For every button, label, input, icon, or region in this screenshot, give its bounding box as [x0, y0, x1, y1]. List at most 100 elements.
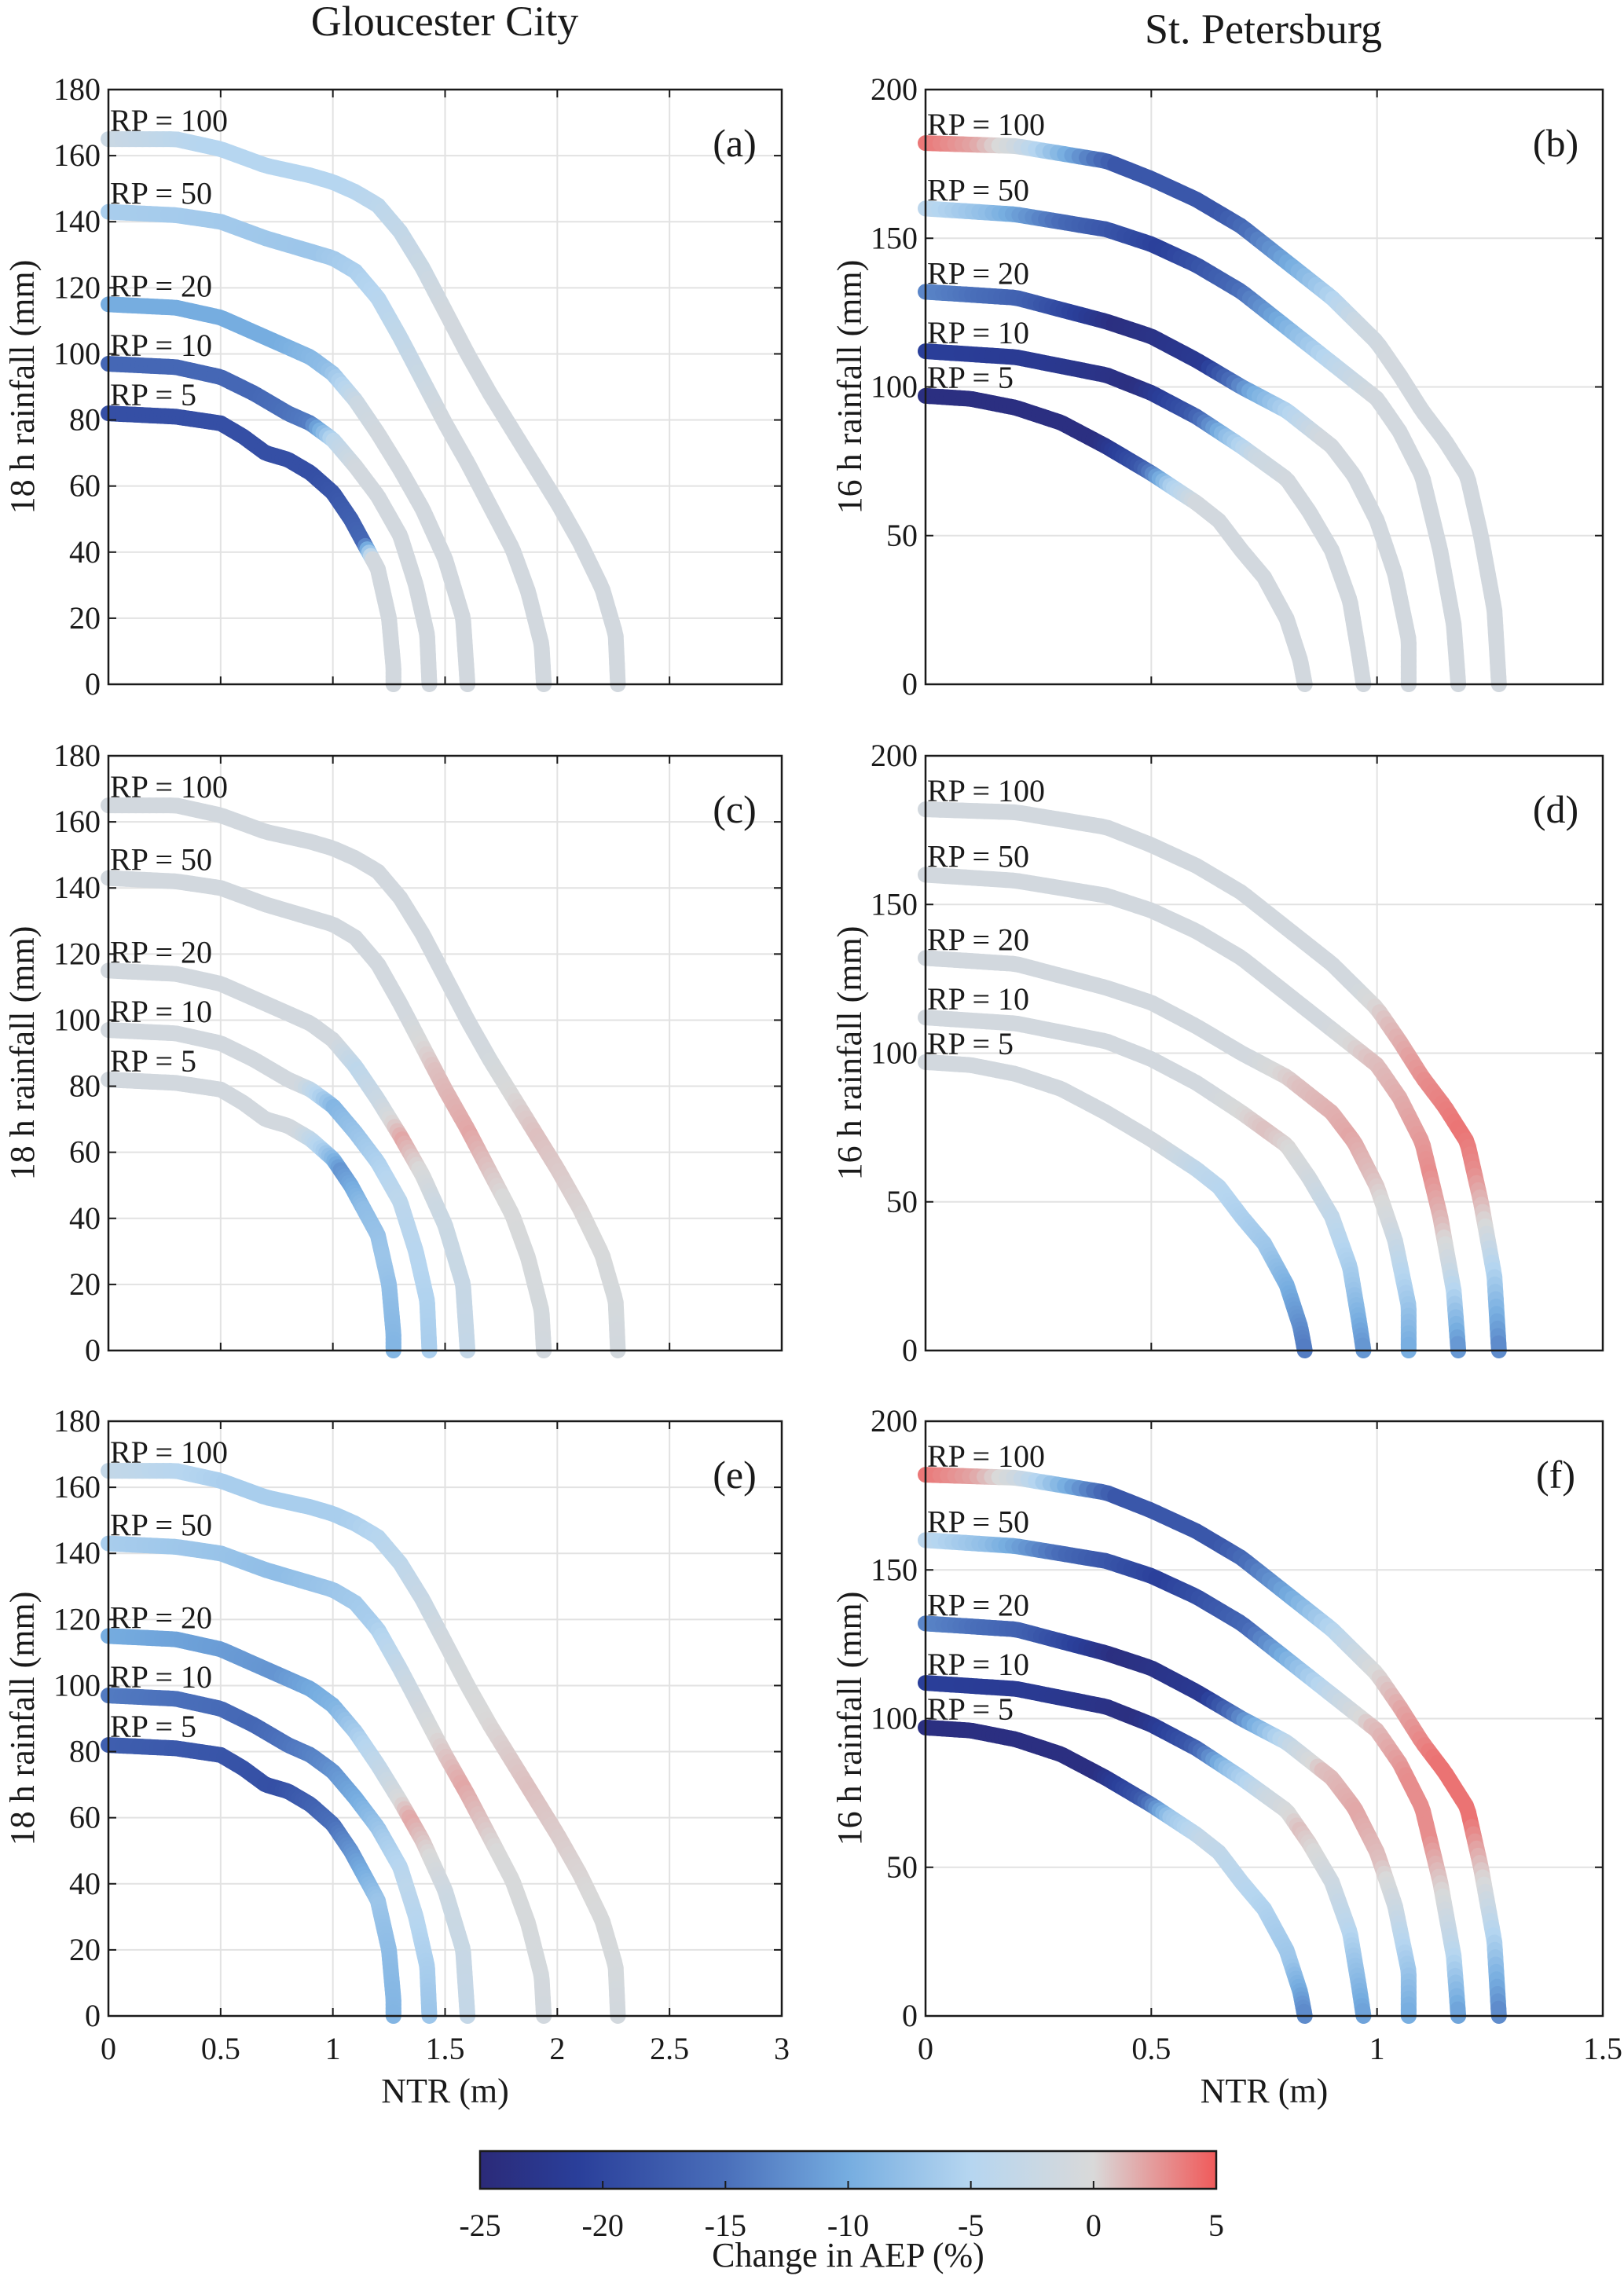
- y-tick-label: 0: [902, 666, 918, 702]
- curve-segment: [1490, 1335, 1507, 1358]
- y-tick-label: 200: [871, 1403, 918, 1439]
- y-tick-label: 20: [69, 1266, 101, 1302]
- panel-e: RP = 5 RP = 10 RP = 20 RP = 50 RP = 100 0 0.5 1…: [3, 1403, 790, 2110]
- y-tick-label: 150: [871, 1552, 918, 1587]
- curve-rp5: [918, 387, 1313, 692]
- rp-label: RP = 10: [927, 981, 1029, 1017]
- y-tick-label: 0: [902, 1998, 918, 2033]
- y-tick-label: 50: [886, 1184, 918, 1219]
- x-axis-label: NTR (m): [1201, 2072, 1329, 2110]
- curve-segment: [1450, 1336, 1467, 1358]
- panel-a: RP = 5 RP = 10 RP = 20 RP = 50 RP = 100 0 20 40…: [3, 71, 783, 702]
- y-tick-label: 50: [886, 1849, 918, 1885]
- column-title-st-petersburg: St. Petersburg: [1145, 5, 1382, 53]
- y-tick-label: 20: [69, 600, 101, 636]
- colorbar-tick-label: -20: [582, 2208, 624, 2243]
- curve-rp5: [101, 1072, 401, 1358]
- curve-rp5: [918, 1719, 1313, 2024]
- y-axis-label: 18 h rainfall (mm): [3, 926, 42, 1181]
- y-axis-label: 18 h rainfall (mm): [3, 260, 42, 515]
- x-tick-label: 2.5: [650, 2031, 689, 2066]
- rp-label: RP = 10: [110, 328, 212, 363]
- x-tick-label: 1: [1369, 2031, 1385, 2066]
- y-tick-label: 60: [69, 468, 101, 504]
- rp-label: RP = 10: [927, 315, 1029, 350]
- y-tick-label: 40: [69, 1866, 101, 1901]
- y-tick-label: 40: [69, 1200, 101, 1236]
- y-tick-label: 140: [53, 203, 101, 239]
- rp-label: RP = 20: [927, 255, 1029, 291]
- colorbar-label: Change in AEP (%): [712, 2236, 984, 2274]
- y-tick-label: 100: [53, 1002, 101, 1037]
- rp-label: RP = 20: [110, 1600, 212, 1635]
- y-tick-label: 150: [871, 220, 918, 255]
- y-tick-label: 60: [69, 1134, 101, 1170]
- y-tick-label: 180: [53, 1403, 101, 1439]
- curve-rp10: [918, 1675, 1372, 2024]
- rp-label: RP = 20: [110, 934, 212, 969]
- rp-label: RP = 100: [110, 769, 228, 804]
- rp-label: RP = 50: [927, 1504, 1029, 1539]
- y-tick-label: 160: [53, 137, 101, 173]
- y-tick-label: 160: [53, 804, 101, 839]
- x-axis-label: NTR (m): [381, 2072, 509, 2110]
- curve-segment: [1450, 669, 1467, 692]
- y-tick-label: 0: [85, 1332, 101, 1368]
- curve-rp20: [101, 1628, 476, 2024]
- rp-label: RP = 100: [927, 107, 1045, 142]
- x-tick-label: 2: [549, 2031, 565, 2066]
- rp-label: RP = 50: [927, 172, 1029, 207]
- rp-label: RP = 50: [927, 838, 1029, 874]
- curve-rp20: [101, 962, 476, 1358]
- curve-rp100: [101, 797, 626, 1358]
- y-tick-label: 20: [69, 1932, 101, 1967]
- curve-rp5: [101, 1737, 401, 2024]
- rp-label: RP = 10: [110, 1659, 212, 1695]
- x-tick-label: 0: [101, 2031, 116, 2066]
- curve-segment: [1450, 2001, 1467, 2024]
- y-tick-label: 140: [53, 1535, 101, 1570]
- curve-rp10: [918, 343, 1372, 692]
- panel-label: (b): [1533, 121, 1578, 165]
- rp-label: RP = 5: [110, 1709, 196, 1744]
- y-tick-label: 80: [69, 402, 101, 438]
- curve-rp50: [101, 203, 552, 692]
- curve-segment: [1490, 669, 1507, 692]
- y-tick-label: 120: [53, 1601, 101, 1636]
- y-tick-label: 0: [902, 1332, 918, 1368]
- rp-label: RP = 50: [110, 1508, 212, 1543]
- y-tick-label: 180: [53, 71, 101, 107]
- panel-label: (d): [1533, 787, 1578, 831]
- curve-rp100: [918, 135, 1507, 692]
- y-tick-label: 0: [85, 666, 101, 702]
- panel-label: (e): [713, 1453, 757, 1497]
- rp-label: RP = 50: [110, 842, 212, 878]
- rp-label: RP = 5: [927, 1691, 1014, 1727]
- rp-label: RP = 20: [927, 1587, 1029, 1622]
- x-tick-label: 0.5: [201, 2031, 240, 2066]
- y-tick-label: 120: [53, 936, 101, 971]
- panel-d: RP = 5 RP = 10 RP = 20 RP = 50 RP = 100 0 50 10…: [830, 738, 1604, 1368]
- column-title-gloucester: Gloucester City: [311, 0, 578, 45]
- y-tick-label: 140: [53, 870, 101, 905]
- curve-rp20: [918, 1615, 1417, 2024]
- y-tick-label: 100: [53, 1667, 101, 1702]
- rp-label: RP = 50: [110, 176, 212, 211]
- curve-rp100: [101, 131, 626, 692]
- rp-label: RP = 100: [110, 103, 228, 138]
- x-tick-label: 0.5: [1131, 2031, 1171, 2066]
- panel-label: (f): [1536, 1453, 1575, 1497]
- y-tick-label: 200: [871, 738, 918, 773]
- y-axis-label: 18 h rainfall (mm): [3, 1592, 42, 1846]
- curve-segment: [1490, 2000, 1507, 2024]
- curve-rp5: [101, 405, 401, 692]
- y-tick-label: 160: [53, 1469, 101, 1505]
- curve-rp20: [918, 950, 1417, 1358]
- curve-rp10: [101, 356, 438, 692]
- panel-f: RP = 5 RP = 10 RP = 20 RP = 50 RP = 100 0 0.5 1…: [830, 1403, 1622, 2110]
- rp-label: RP = 5: [110, 1043, 196, 1079]
- y-tick-label: 150: [871, 886, 918, 922]
- rp-label: RP = 100: [927, 1439, 1045, 1474]
- panel-b: RP = 5 RP = 10 RP = 20 RP = 50 RP = 100 0 50 10…: [830, 71, 1604, 702]
